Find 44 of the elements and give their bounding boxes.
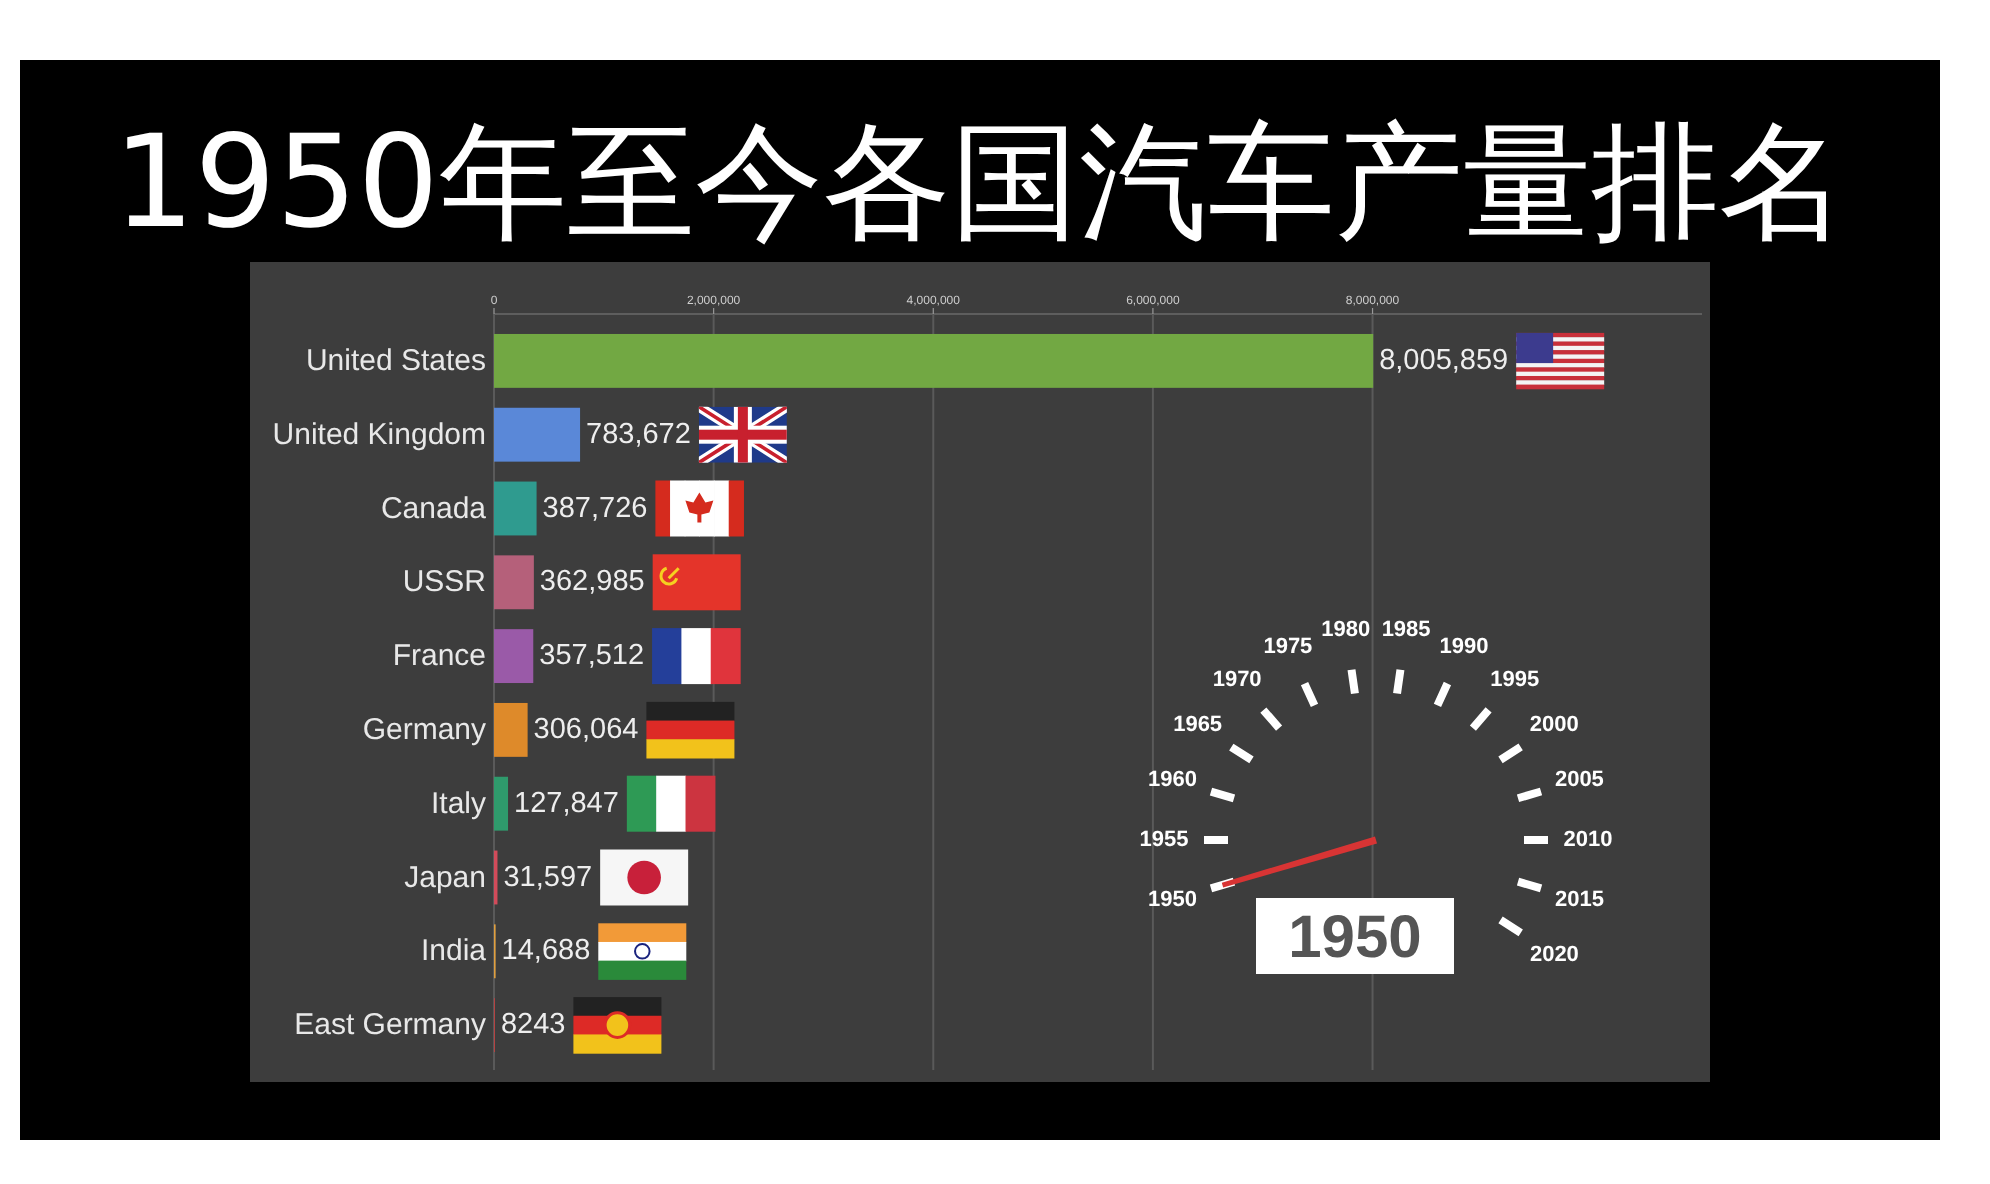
y-tick-label: United States [305,343,486,378]
data-label: 783,672 [586,418,691,451]
bar [494,481,537,536]
data-label: 14,688 [501,935,591,968]
annotation: 1995 [1490,667,1540,692]
annotation: 1960 [1148,768,1198,793]
data-label: 306,064 [533,713,639,746]
y-tick-label: United Kingdom [272,417,486,452]
annotation: 1950 [1148,887,1198,912]
annotation: 1950 [1288,905,1422,971]
annotation: 2005 [1554,768,1604,793]
bar [494,629,534,684]
data-label: 127,847 [514,787,619,820]
chart-title: 1950年至今各国汽车产量排名 [113,110,1847,258]
annotation: 2020 [1529,942,1579,967]
bar [494,702,528,757]
bar [494,407,581,462]
bar [494,776,509,831]
data-label: 357,512 [539,640,645,673]
annotation: 1990 [1439,635,1489,660]
data-label: 362,985 [539,566,645,599]
annotation: 1975 [1263,635,1313,660]
data-label: 31,597 [503,861,593,894]
y-tick-label: Canada [380,491,488,526]
data-label: 8,005,859 [1379,344,1509,377]
bar [494,555,534,610]
annotation: 2000 [1529,713,1579,738]
annotation: 1985 [1381,618,1431,643]
y-tick-label: Italy [430,786,487,821]
y-tick-label: India [420,934,488,969]
annotation: 1955 [1139,827,1189,852]
annotation: 1970 [1212,667,1262,692]
annotation: 1980 [1321,618,1371,643]
y-tick-label: Germany [362,712,487,747]
data-label: 387,726 [542,492,648,525]
data-label: 8243 [500,1009,566,1042]
bar [494,333,1374,388]
annotation: 1965 [1173,713,1223,738]
annotation: 2015 [1554,887,1604,912]
y-tick-label: France [392,639,486,674]
annotation: 2010 [1563,827,1613,852]
y-tick-label: USSR [402,565,487,600]
y-tick-label: Japan [404,860,486,895]
y-tick-label: East Germany [294,1008,487,1043]
